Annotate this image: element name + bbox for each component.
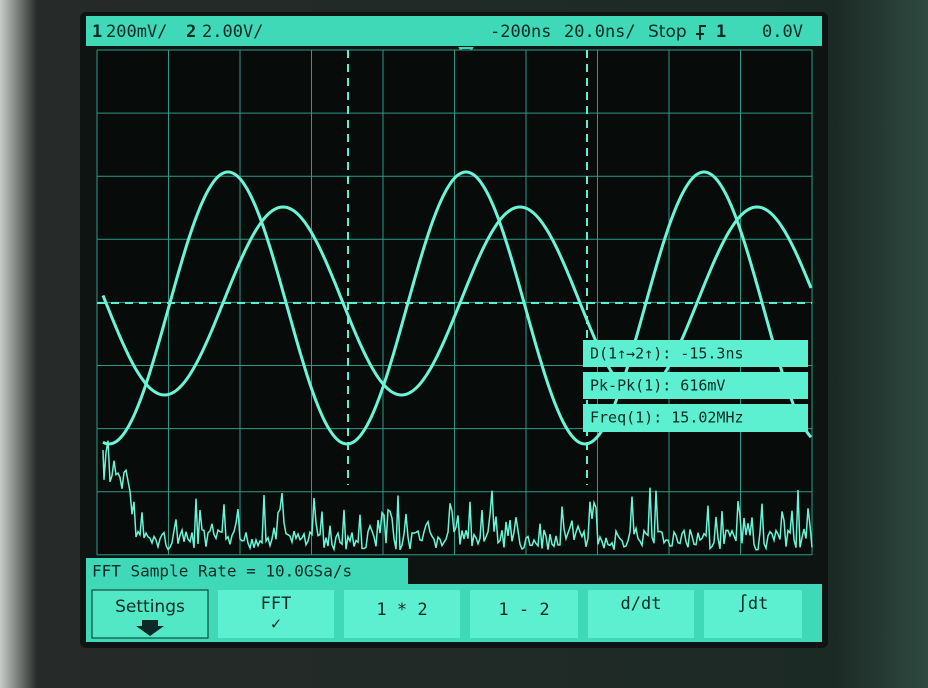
softkey-label[interactable]: 1 * 2 (376, 600, 427, 620)
ch2-number: 2 (186, 22, 196, 42)
channel-2-trace (101, 205, 813, 397)
ch1-number: 1 (92, 22, 102, 42)
measurement-box (583, 372, 808, 399)
fft-trace (102, 440, 813, 553)
measurement: Freq(1): 15.02MHz (590, 409, 744, 427)
run-state: Stop (648, 22, 687, 42)
ch1-scale: 200mV/ (106, 22, 167, 42)
measurement: Pk-Pk(1): 616mV (590, 377, 725, 395)
channel-1-trace (102, 170, 813, 446)
checkmark: ✓ (271, 614, 281, 634)
timebase: 20.0ns/ (564, 22, 636, 42)
softkey-label[interactable]: FFT (261, 594, 292, 614)
trigger-source: 1 (716, 22, 726, 42)
softkey-label[interactable]: Settings (115, 597, 185, 617)
trigger-edge-icon (696, 25, 706, 40)
measurement-box (583, 404, 808, 432)
measurement: D(1↑→2↑): -15.3ns (590, 345, 744, 363)
ch2-scale: 2.00V/ (202, 22, 263, 42)
status-bar (86, 16, 822, 46)
delay: -200ns (490, 22, 551, 42)
softkey-label[interactable]: ∫dt (738, 594, 769, 614)
softkey[interactable] (588, 590, 694, 638)
softkey[interactable] (704, 590, 802, 638)
softkey-arrow (136, 620, 164, 636)
message: FFT Sample Rate = 10.0GSa/s (92, 562, 352, 581)
message-bar (86, 558, 408, 584)
softkey[interactable] (344, 590, 460, 638)
softkey-label[interactable]: d/dt (621, 594, 662, 614)
softkey-label[interactable]: 1 - 2 (498, 600, 549, 620)
measurement-box (583, 340, 808, 367)
softkey[interactable] (218, 590, 334, 638)
softkey[interactable] (470, 590, 578, 638)
trigger-level: 0.0V (762, 22, 803, 42)
